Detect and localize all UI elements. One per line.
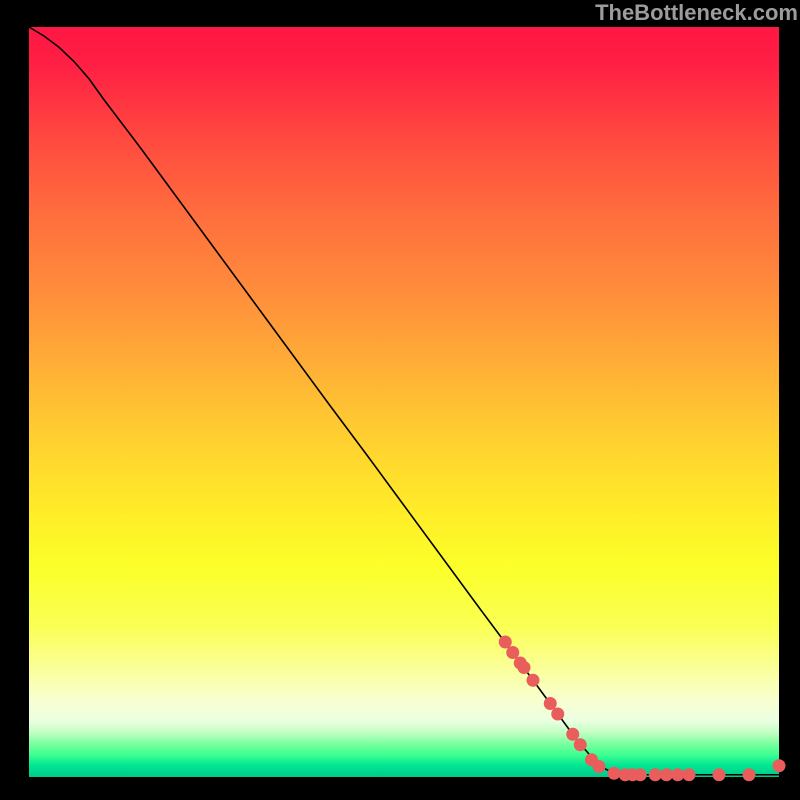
data-marker bbox=[649, 768, 662, 781]
data-marker bbox=[566, 728, 579, 741]
data-marker bbox=[660, 768, 673, 781]
data-marker bbox=[773, 759, 786, 772]
data-marker bbox=[743, 768, 756, 781]
data-marker bbox=[683, 768, 696, 781]
plot-background bbox=[29, 27, 779, 777]
data-marker bbox=[499, 636, 512, 649]
data-marker bbox=[544, 697, 557, 710]
data-marker bbox=[713, 768, 726, 781]
data-marker bbox=[634, 768, 647, 781]
data-marker bbox=[506, 646, 519, 659]
data-marker bbox=[608, 767, 621, 780]
data-marker bbox=[551, 708, 564, 721]
data-marker bbox=[671, 768, 684, 781]
data-marker bbox=[574, 738, 587, 751]
data-marker bbox=[518, 661, 531, 674]
chart-canvas bbox=[0, 0, 800, 800]
data-marker bbox=[593, 760, 606, 773]
chart-container: TheBottleneck.com bbox=[0, 0, 800, 800]
watermark-text: TheBottleneck.com bbox=[595, 0, 798, 26]
data-marker bbox=[527, 674, 540, 687]
